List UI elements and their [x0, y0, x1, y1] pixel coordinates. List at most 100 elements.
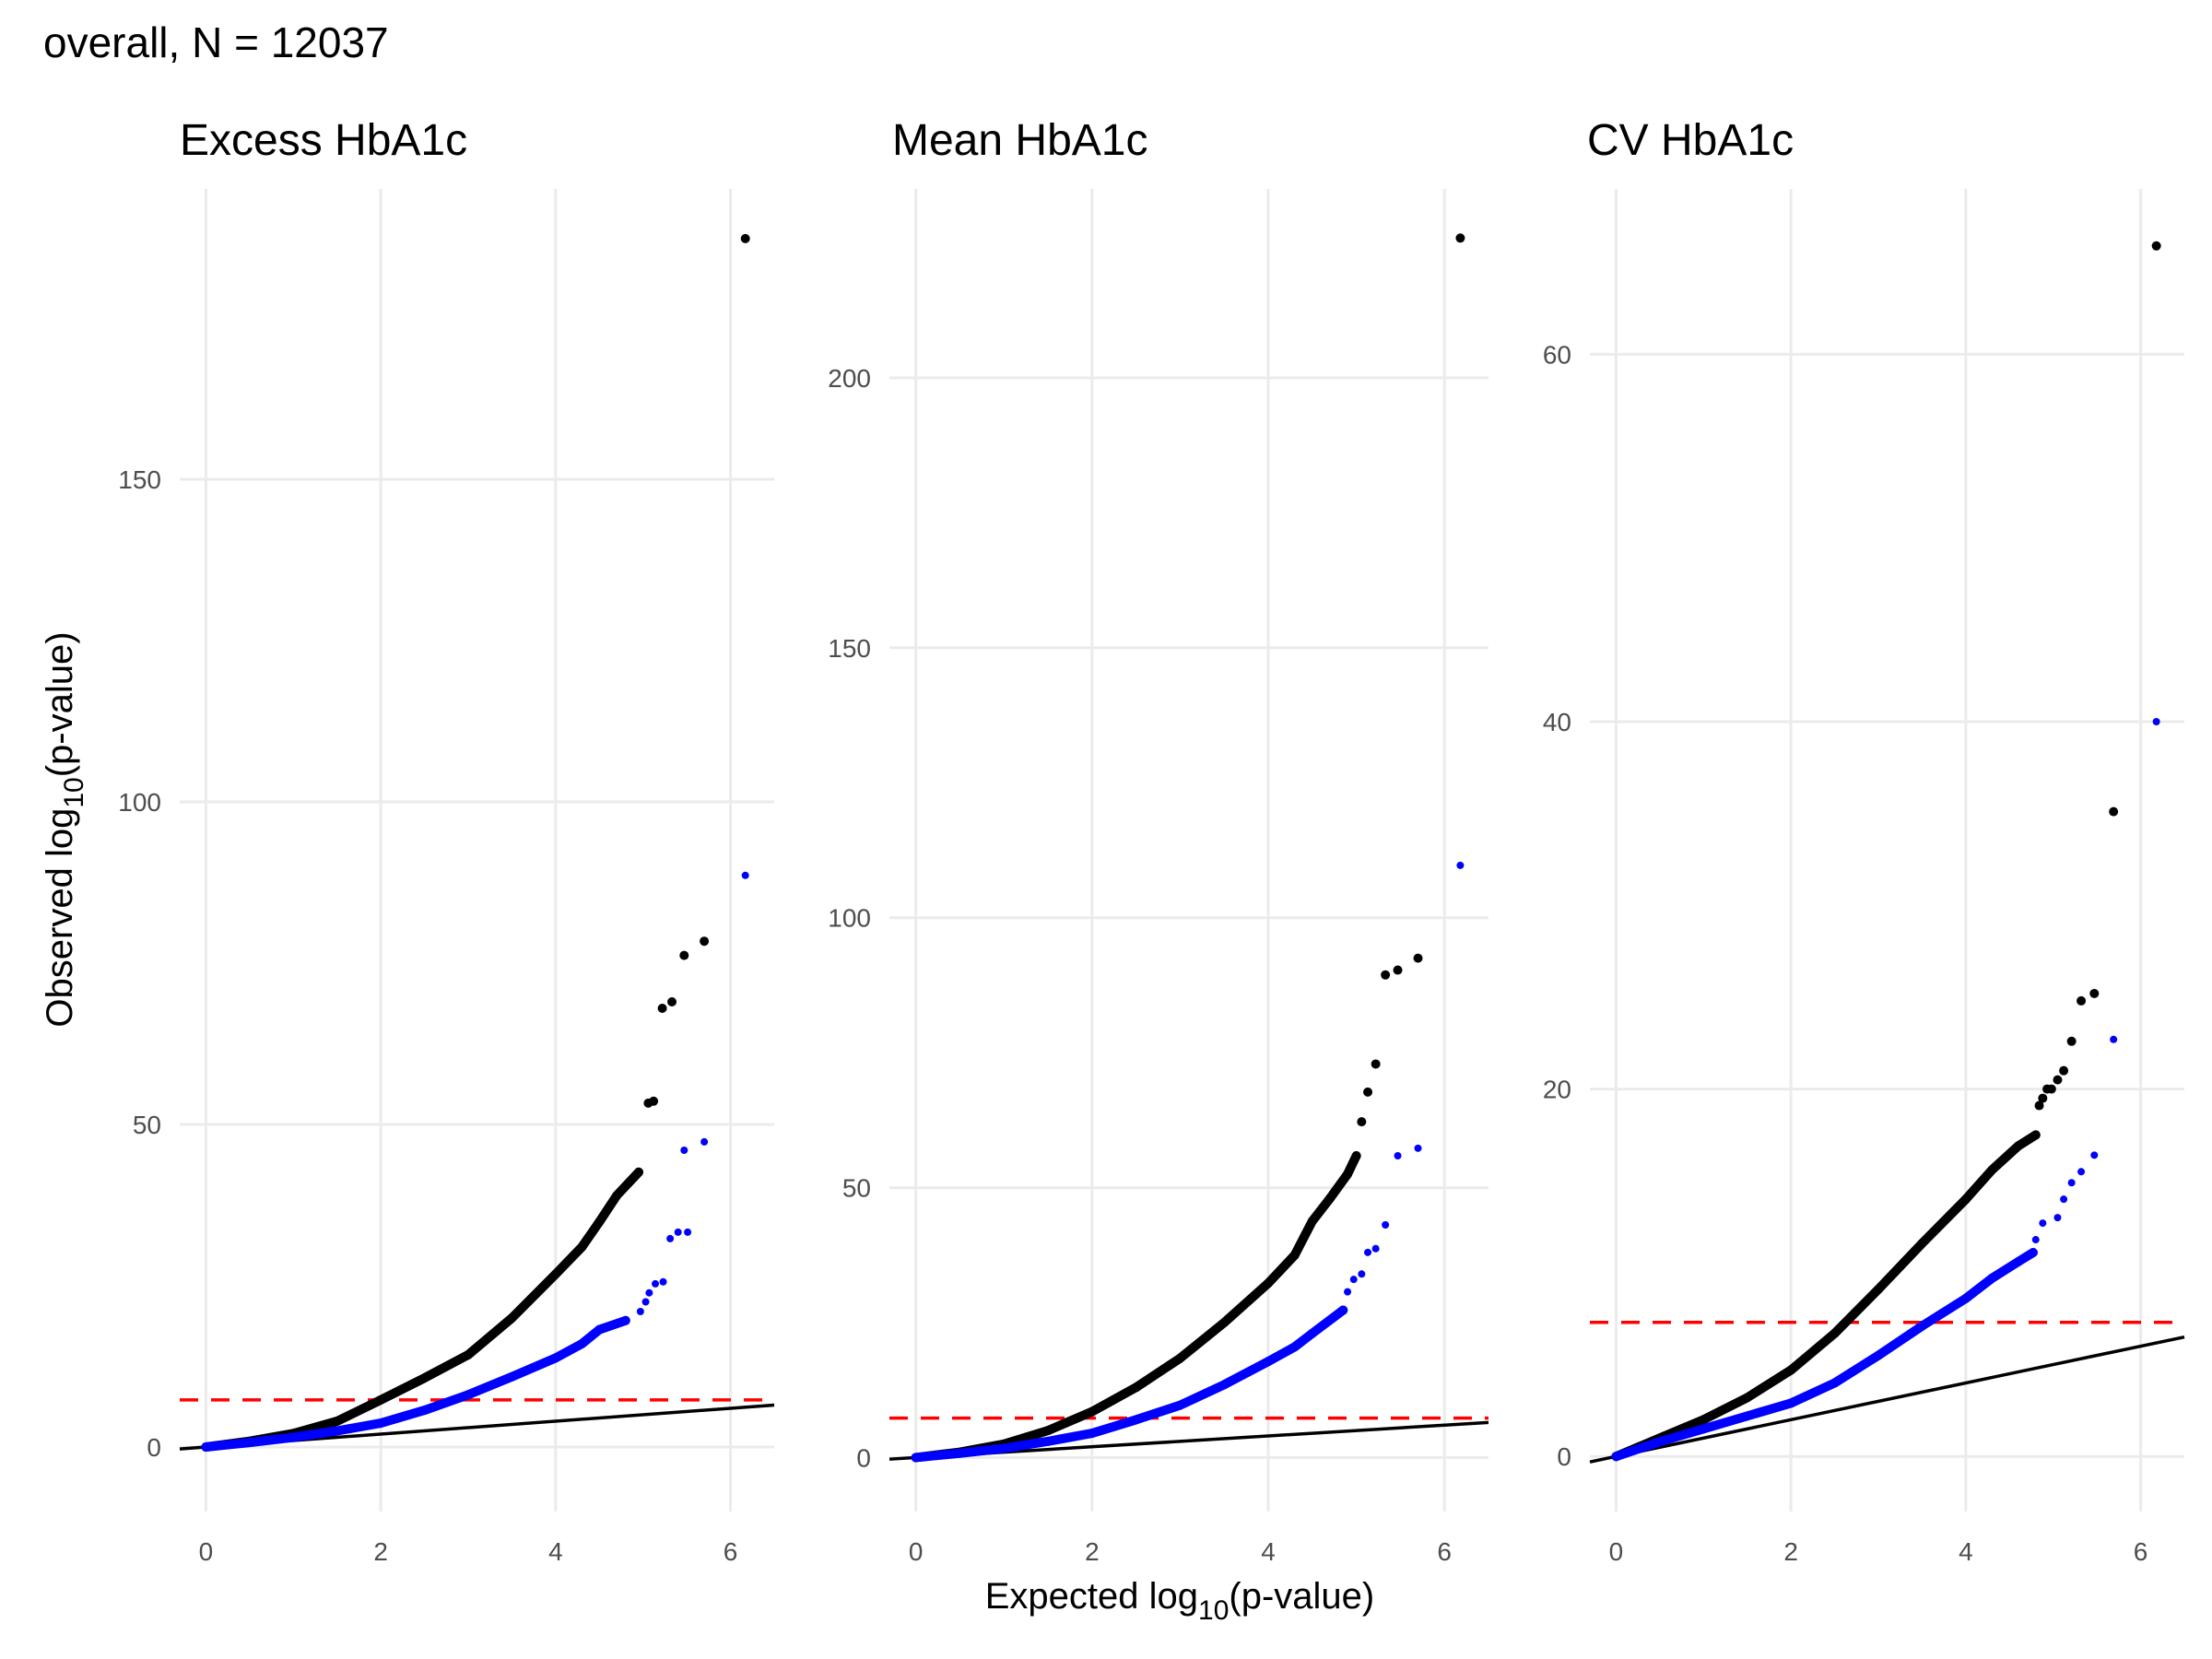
series-blue-dense-points: [1611, 1247, 2038, 1462]
data-point-blue: [201, 1442, 211, 1452]
data-point-black: [1413, 953, 1423, 963]
data-point-black: [2077, 995, 2087, 1006]
data-point-blue: [594, 1324, 605, 1335]
data-point-black: [594, 1217, 605, 1227]
data-point-black: [1987, 1165, 1997, 1175]
data-point-black: [507, 1313, 517, 1323]
data-point-blue: [376, 1418, 386, 1429]
x-tick-label: 2: [1085, 1537, 1100, 1566]
x-tick-label: 2: [373, 1537, 388, 1566]
data-point-black: [1043, 1426, 1053, 1436]
y-tick-label: 40: [1543, 708, 1571, 736]
data-point-blue: [1087, 1429, 1097, 1439]
data-point-black: [2038, 1093, 2048, 1103]
data-point-blue: [2152, 717, 2160, 725]
data-point-blue: [2060, 1195, 2068, 1204]
panel-title: Excess HbA1c: [180, 116, 467, 165]
data-point-blue: [1394, 1152, 1402, 1160]
data-point-black: [1917, 1239, 1927, 1249]
data-point-blue: [680, 1147, 688, 1154]
x-axis-title-main: Expected log: [985, 1576, 1198, 1617]
data-point-blue: [1699, 1424, 1709, 1434]
data-point-blue: [645, 1288, 653, 1297]
data-point-black: [2030, 1130, 2041, 1140]
data-point-black: [1874, 1284, 1884, 1294]
x-tick-label: 0: [199, 1537, 214, 1566]
y-tick-label: 0: [856, 1443, 871, 1472]
data-point-blue: [2039, 1219, 2047, 1228]
data-point-black: [1786, 1365, 1796, 1375]
data-point-blue: [1338, 1305, 1348, 1315]
data-point-blue: [1289, 1342, 1300, 1352]
data-point-black: [1742, 1393, 1752, 1403]
data-point-blue: [2031, 1236, 2040, 1244]
data-point-black: [667, 997, 677, 1006]
data-point-blue: [2077, 1168, 2086, 1176]
y-axis-title-subscript: 10: [59, 777, 89, 807]
data-point-blue: [955, 1448, 965, 1458]
data-point-blue: [2090, 1151, 2099, 1159]
data-point-black: [700, 936, 710, 947]
data-point-black: [1960, 1194, 1971, 1205]
data-point-blue: [464, 1390, 474, 1400]
data-point-blue: [2053, 1214, 2062, 1222]
data-point-blue: [1382, 1220, 1390, 1229]
data-point-blue: [1264, 1357, 1274, 1367]
data-point-blue: [1358, 1270, 1366, 1278]
data-point-black: [2013, 1141, 2023, 1151]
data-point-blue: [911, 1453, 921, 1463]
data-point-blue: [419, 1406, 429, 1416]
data-point-blue: [1742, 1411, 1752, 1421]
y-tick-label: 150: [118, 465, 161, 494]
data-point-blue: [1830, 1378, 1840, 1388]
series-black-dense-points: [1611, 1130, 2041, 1462]
data-point-blue: [1175, 1400, 1185, 1410]
data-point-blue: [1917, 1321, 1927, 1331]
data-point-black: [1087, 1406, 1097, 1417]
data-point-black: [657, 1004, 667, 1013]
x-tick-label: 0: [909, 1537, 924, 1566]
data-point-blue: [2110, 1035, 2118, 1043]
x-tick-label: 4: [548, 1537, 563, 1566]
data-point-black: [1381, 970, 1391, 980]
data-point-blue: [1987, 1273, 1997, 1283]
x-axis-title-suffix: (p-value): [1229, 1576, 1374, 1617]
data-point-black: [1363, 1087, 1373, 1097]
data-point-black: [1357, 1117, 1367, 1127]
data-point-black: [2053, 1075, 2063, 1085]
data-point-black: [1393, 965, 1403, 975]
y-axis-title: Observed log10(p-value): [40, 631, 89, 1027]
y-tick-label: 100: [828, 904, 871, 933]
x-tick-label: 6: [2134, 1537, 2148, 1566]
panel-title: CV HbA1c: [1587, 116, 1794, 165]
data-point-black: [1351, 1151, 1361, 1161]
data-point-blue: [1344, 1288, 1352, 1296]
y-tick-label: 20: [1543, 1076, 1571, 1104]
data-point-blue: [684, 1228, 692, 1236]
data-point-black: [1324, 1194, 1335, 1204]
data-point-blue: [1307, 1328, 1317, 1338]
data-point-blue: [1414, 1144, 1422, 1152]
y-tick-label: 0: [1557, 1442, 1571, 1471]
data-point-black: [2034, 1100, 2044, 1111]
data-point-black: [550, 1269, 560, 1279]
data-point-blue: [1043, 1436, 1053, 1446]
data-point-blue: [1456, 861, 1465, 869]
data-point-black: [2089, 988, 2100, 998]
data-point-black: [1131, 1382, 1141, 1393]
figure-title: overall, N = 12037: [43, 18, 389, 66]
x-tick-label: 2: [1783, 1537, 1798, 1566]
panel-1: Excess HbA1c 0 2 4 6 0 50 100 150: [118, 116, 775, 1566]
identity-line: [1589, 1335, 2185, 1464]
data-point-black: [2059, 1065, 2069, 1076]
data-point-black: [2046, 1084, 2056, 1094]
data-point-blue: [550, 1353, 560, 1363]
data-point-blue: [741, 871, 749, 879]
data-point-blue: [2013, 1256, 2023, 1266]
data-point-blue: [507, 1371, 517, 1382]
y-tick-label: 50: [842, 1174, 871, 1203]
data-point-black: [679, 950, 689, 960]
